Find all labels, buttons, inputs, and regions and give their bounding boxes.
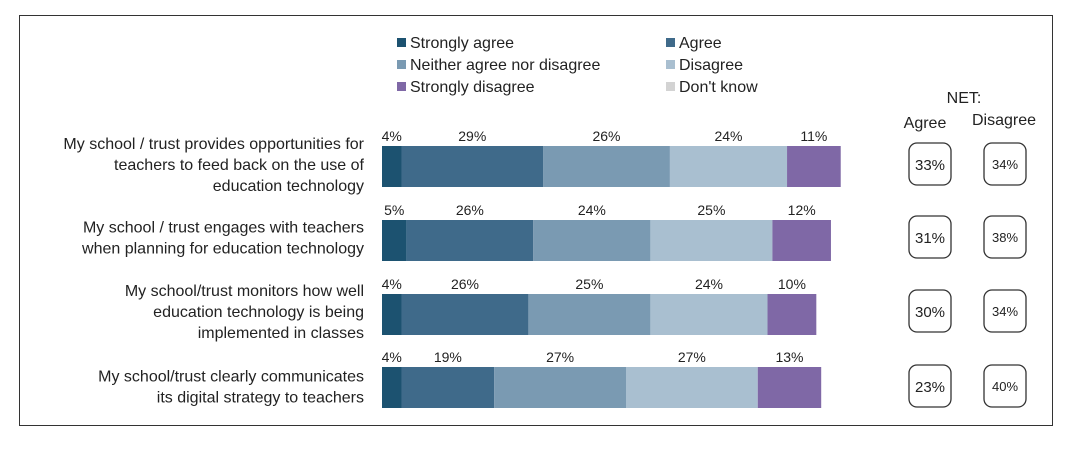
net-column-disagree: Disagree bbox=[972, 112, 1036, 129]
value-label: 26% bbox=[592, 128, 620, 144]
net-disagree-box bbox=[983, 289, 1027, 333]
net-agree-box bbox=[908, 215, 952, 259]
net-agree-value: 31% bbox=[915, 230, 945, 247]
net-disagree-box bbox=[983, 215, 1027, 259]
value-label: 29% bbox=[458, 128, 486, 144]
legend-swatch bbox=[666, 60, 675, 69]
value-label: 11% bbox=[800, 128, 827, 144]
legend-label: Agree bbox=[679, 35, 722, 52]
bar-segment bbox=[406, 220, 534, 261]
legend-label: Strongly agree bbox=[410, 35, 514, 52]
value-label: 4% bbox=[382, 276, 402, 292]
bar-segment bbox=[772, 220, 831, 261]
category-label: teachers to feed back on the use of bbox=[114, 157, 365, 174]
value-label: 10% bbox=[778, 276, 806, 292]
legend-swatch bbox=[397, 38, 406, 47]
legend-swatch bbox=[397, 60, 406, 69]
bar-segment bbox=[382, 367, 402, 408]
category-label: education technology bbox=[213, 178, 364, 195]
value-label: 24% bbox=[578, 202, 606, 218]
bar-segment bbox=[494, 367, 626, 408]
category-label: My school/trust clearly communicates bbox=[98, 369, 364, 386]
legend-label: Neither agree nor disagree bbox=[410, 57, 600, 74]
net-disagree-value: 34% bbox=[992, 304, 1018, 319]
net-agree-value: 23% bbox=[915, 379, 945, 396]
net-agree-box bbox=[908, 142, 952, 186]
category-label: My school / trust provides opportunities… bbox=[63, 136, 364, 153]
category-label: education technology is being bbox=[153, 304, 364, 321]
value-label: 26% bbox=[451, 276, 479, 292]
net-disagree-box bbox=[983, 364, 1027, 408]
bar-segment bbox=[650, 220, 773, 261]
legend-swatch bbox=[666, 38, 675, 47]
bar-segment bbox=[650, 294, 768, 335]
category-label: My school / trust engages with teachers bbox=[83, 220, 364, 237]
net-disagree-value: 38% bbox=[992, 230, 1018, 245]
bar-segment bbox=[767, 294, 817, 335]
value-label: 27% bbox=[678, 349, 706, 365]
legend-swatch bbox=[397, 82, 406, 91]
net-agree-box bbox=[908, 289, 952, 333]
category-label: implemented in classes bbox=[198, 325, 364, 342]
value-label: 4% bbox=[382, 128, 402, 144]
legend-label: Strongly disagree bbox=[410, 79, 535, 96]
net-agree-box bbox=[908, 364, 952, 408]
net-agree-value: 33% bbox=[915, 157, 945, 174]
legend-label: Disagree bbox=[679, 57, 743, 74]
value-label: 13% bbox=[775, 349, 803, 365]
value-label: 25% bbox=[575, 276, 603, 292]
net-column-agree: Agree bbox=[904, 115, 947, 132]
value-label: 4% bbox=[382, 349, 402, 365]
value-label: 12% bbox=[788, 202, 816, 218]
net-disagree-value: 34% bbox=[992, 157, 1018, 172]
bar-segment bbox=[787, 146, 841, 187]
net-disagree-value: 40% bbox=[992, 379, 1018, 394]
bar-segment bbox=[382, 220, 407, 261]
legend-label: Don't know bbox=[679, 79, 758, 96]
legend-swatch bbox=[666, 82, 675, 91]
bar-segment bbox=[757, 367, 822, 408]
value-label: 24% bbox=[714, 128, 742, 144]
bar-segment bbox=[528, 294, 651, 335]
category-label: its digital strategy to teachers bbox=[157, 390, 364, 407]
value-label: 5% bbox=[384, 202, 404, 218]
value-label: 25% bbox=[697, 202, 725, 218]
bar-segment bbox=[401, 367, 495, 408]
bar-segment bbox=[401, 146, 544, 187]
value-label: 26% bbox=[456, 202, 484, 218]
bar-segment bbox=[533, 220, 651, 261]
net-title: NET: bbox=[947, 90, 982, 107]
value-label: 19% bbox=[434, 349, 462, 365]
bar-segment bbox=[401, 294, 529, 335]
net-agree-value: 30% bbox=[915, 304, 945, 321]
bar-segment bbox=[543, 146, 670, 187]
chart-frame bbox=[19, 15, 1053, 426]
net-disagree-box bbox=[983, 142, 1027, 186]
bar-segment bbox=[382, 294, 402, 335]
bar-segment bbox=[626, 367, 758, 408]
bar-segment bbox=[382, 146, 402, 187]
category-label: My school/trust monitors how well bbox=[125, 283, 364, 300]
value-label: 27% bbox=[546, 349, 574, 365]
category-label: when planning for education technology bbox=[81, 241, 364, 258]
bar-segment bbox=[669, 146, 788, 187]
value-label: 24% bbox=[695, 276, 723, 292]
